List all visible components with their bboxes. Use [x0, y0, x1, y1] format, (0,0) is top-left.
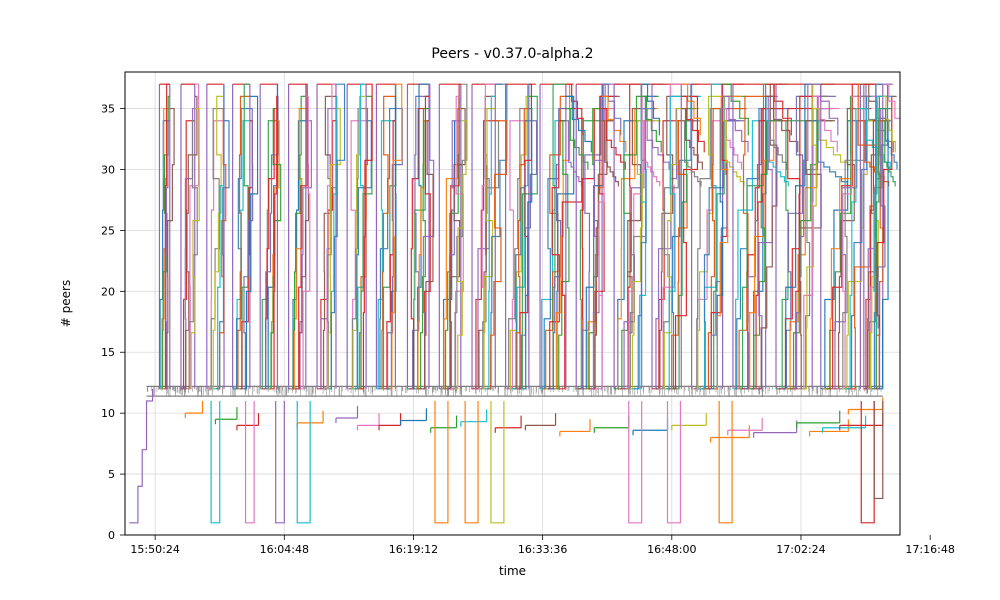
ytick-label: 25 — [101, 224, 115, 237]
ytick-label: 35 — [101, 103, 115, 116]
ytick-label: 0 — [108, 529, 115, 542]
chart-svg: 15:50:24 16:04:48 16:19:12 16:33:36 16:48:00… — [0, 0, 1000, 600]
xtick-label: 16:04:48 — [260, 543, 309, 556]
xtick-label: 16:19:12 — [389, 543, 438, 556]
ytick-label: 15 — [101, 346, 115, 359]
chart-title: Peers - v0.37.0-alpha.2 — [431, 46, 593, 62]
xtick-label: 16:48:00 — [647, 543, 696, 556]
y-axis-label: # peers — [59, 280, 73, 327]
x-axis-label: time — [499, 564, 526, 578]
xtick-label: 15:50:24 — [130, 543, 179, 556]
ytick-label: 10 — [101, 407, 115, 420]
ytick-label: 30 — [101, 163, 115, 176]
ytick-label: 5 — [108, 468, 115, 481]
ytick-label: 20 — [101, 285, 115, 298]
xtick-label: 17:02:24 — [776, 543, 825, 556]
xtick-label: 16:33:36 — [518, 543, 567, 556]
xtick-label: 17:16:48 — [905, 543, 954, 556]
peers-chart: 15:50:24 16:04:48 16:19:12 16:33:36 16:48:00… — [0, 0, 1000, 600]
